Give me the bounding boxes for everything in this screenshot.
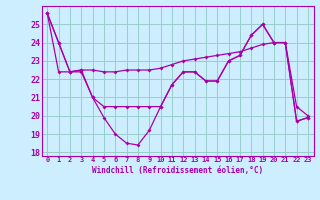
X-axis label: Windchill (Refroidissement éolien,°C): Windchill (Refroidissement éolien,°C) [92,166,263,175]
